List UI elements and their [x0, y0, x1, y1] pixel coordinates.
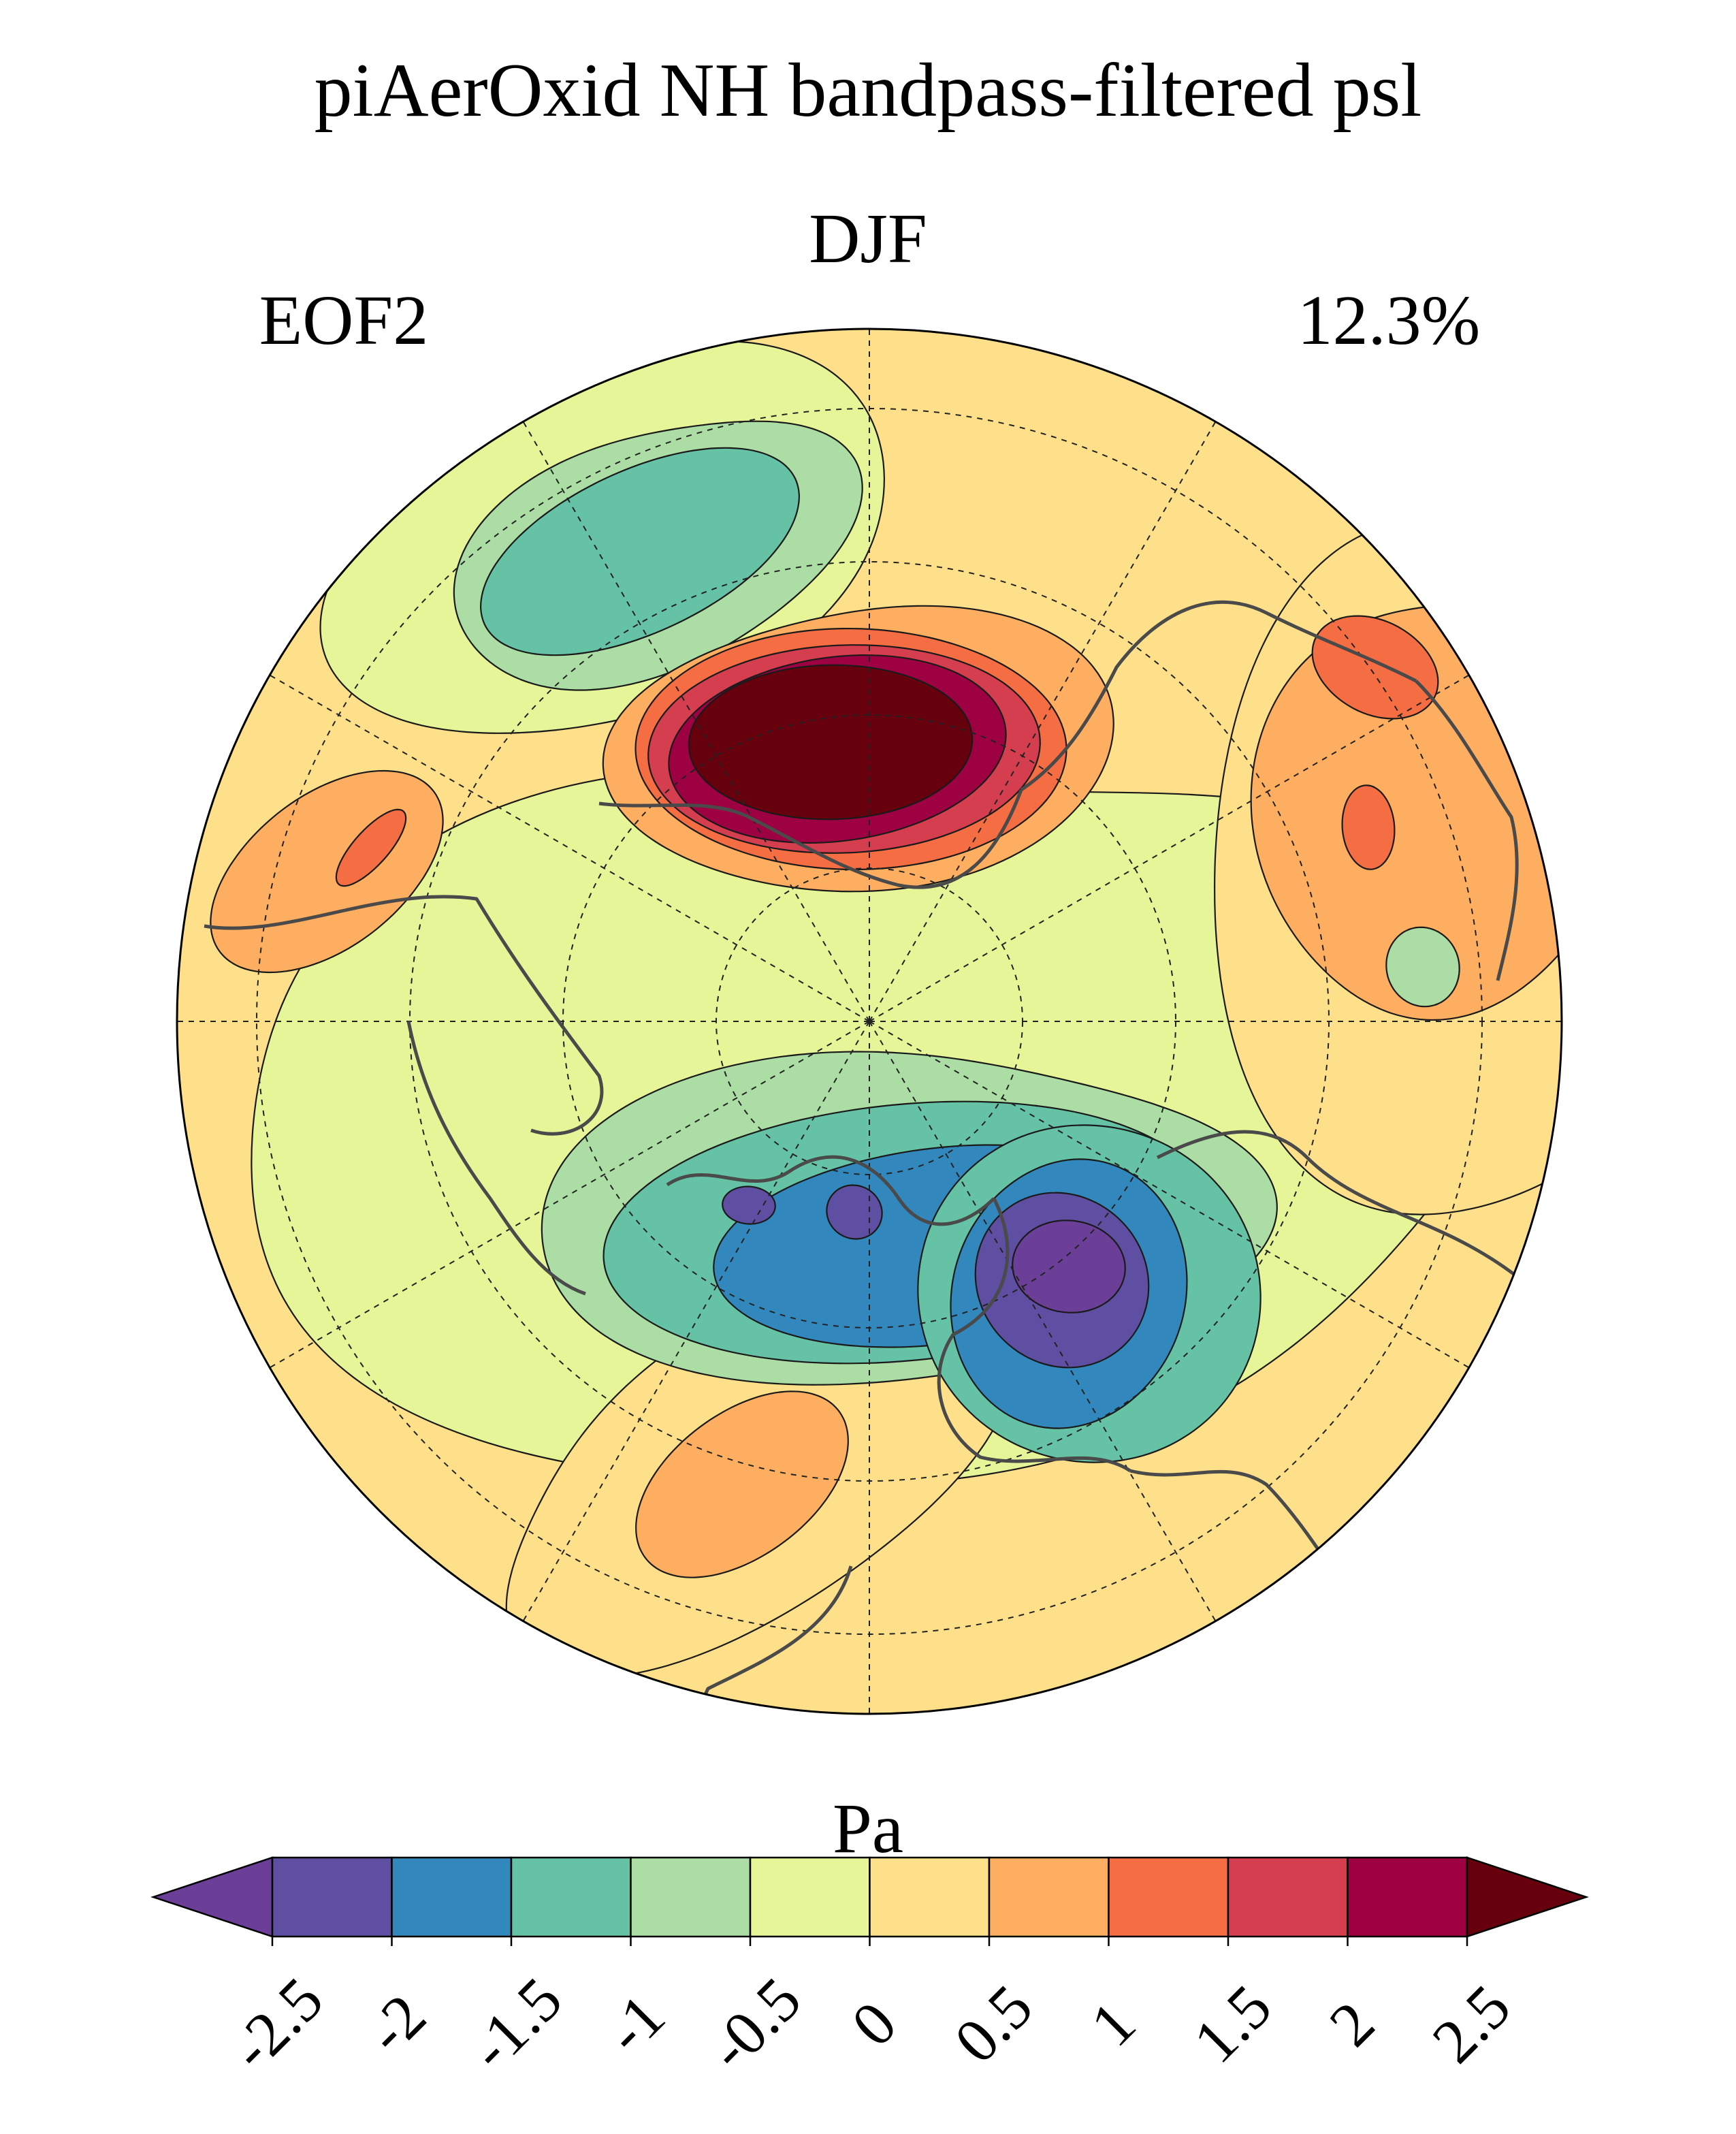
- contour-region-10: [335, 808, 407, 887]
- coastline-8: [406, 1021, 586, 1296]
- colorbar-tick-label-5: 0: [838, 1988, 910, 2060]
- colorbar-segment-3: [630, 1856, 752, 1938]
- contour-region-26: [722, 1185, 776, 1225]
- map-boundary: [176, 328, 1563, 1715]
- colorbar-segment-5: [869, 1856, 991, 1938]
- contour-region-12: [480, 447, 800, 656]
- colorbar-tick-label-2: -1.5: [456, 1964, 575, 2084]
- colorbar-segment-8: [1227, 1856, 1349, 1938]
- variance-label: 12.3%: [1298, 281, 1481, 360]
- polar-map: [177, 329, 1562, 1714]
- coastline-3: [1415, 680, 1519, 981]
- coastline-2: [1020, 600, 1417, 792]
- colorbar-unit-label: Pa: [833, 1789, 903, 1868]
- figure-title: piAerOxid NH bandpass-filtered psl: [315, 48, 1422, 133]
- contour-region-5: [1341, 784, 1396, 870]
- colorbar-extend-low: [150, 1856, 274, 1938]
- colorbar-tick-label-7: 1: [1077, 1988, 1148, 2060]
- colorbar-tick-label-6: 0.5: [941, 1971, 1045, 2075]
- coastline-5: [937, 1197, 1131, 1473]
- eof-label: EOF2: [259, 281, 428, 360]
- colorbar-segment-9: [1347, 1856, 1468, 1938]
- colorbar-segment-1: [391, 1856, 513, 1938]
- contour-region-6: [1385, 926, 1460, 1008]
- coastline-0: [204, 895, 604, 1136]
- colorbar-tick-label-4: -0.5: [695, 1964, 814, 2084]
- colorbar-extend-high: [1466, 1856, 1589, 1938]
- colorbar: -2.5 -2 -1.5 -1 -0.5 0 0.5 1 1.5 2 2.5: [150, 1856, 1589, 2084]
- contour-region-25: [826, 1184, 883, 1240]
- colorbar-tick-label-3: -1: [592, 1981, 677, 2067]
- contour-region-24: [1012, 1220, 1126, 1313]
- colorbar-segment-0: [271, 1856, 393, 1938]
- colorbar-tick-label-1: -2: [353, 1981, 438, 2067]
- coastline-1: [598, 789, 1023, 889]
- colorbar-segment-7: [1108, 1856, 1229, 1938]
- coastline-4: [666, 1155, 995, 1226]
- coastline-7: [695, 1565, 853, 1714]
- season-label: DJF: [809, 200, 927, 278]
- colorbar-tick-label-0: -2.5: [217, 1964, 336, 2084]
- colorbar-segment-6: [988, 1856, 1110, 1938]
- colorbar-tick-label-8: 1.5: [1180, 1971, 1284, 2075]
- colorbar-segment-2: [510, 1856, 632, 1938]
- contour-region-8: [635, 1390, 849, 1578]
- contour-region-17: [688, 664, 974, 821]
- colorbar-tick-label-10: 2.5: [1419, 1971, 1523, 2075]
- contour-region-4: [1311, 615, 1439, 720]
- colorbar-segment-4: [749, 1856, 871, 1938]
- colorbar-tick-label-9: 2: [1316, 1988, 1387, 2060]
